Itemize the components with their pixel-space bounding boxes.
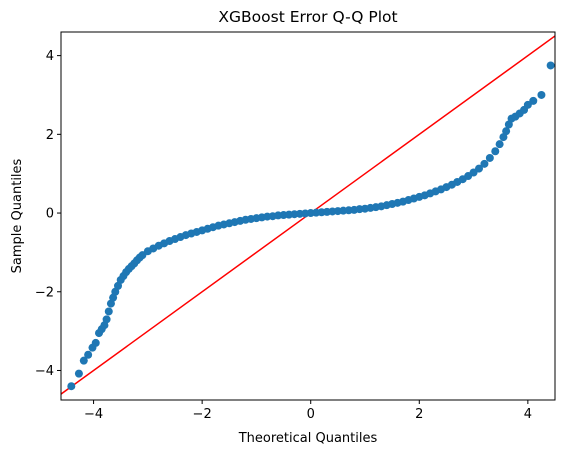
x-tick-label: −4 (84, 407, 103, 422)
data-point (67, 382, 76, 391)
data-point (502, 127, 511, 136)
data-point (485, 153, 494, 162)
y-tick-label: 2 (46, 128, 54, 143)
data-point (74, 369, 83, 378)
data-point (491, 147, 500, 156)
y-tick-label: −4 (35, 364, 54, 379)
data-point (495, 140, 504, 149)
y-tick-label: 4 (46, 49, 54, 64)
x-axis-label: Theoretical Quantiles (238, 431, 378, 446)
y-tick-label: 0 (46, 207, 54, 222)
data-point (102, 315, 111, 324)
x-tick-label: 2 (415, 407, 423, 422)
x-tick-label: 0 (307, 407, 315, 422)
data-point (91, 338, 100, 347)
y-tick-label: −2 (35, 285, 54, 300)
data-point (104, 307, 113, 316)
data-point (84, 350, 93, 359)
y-axis-label: Sample Quantiles (10, 158, 25, 273)
data-point (537, 90, 546, 99)
chart-title: XGBoost Error Q-Q Plot (218, 8, 397, 26)
data-point (529, 96, 538, 105)
data-point (79, 356, 88, 365)
data-point (480, 159, 489, 168)
x-tick-label: −2 (193, 407, 212, 422)
plot-frame (60, 31, 556, 401)
data-point (475, 164, 483, 173)
x-tick-label: 4 (524, 407, 532, 422)
data-point (546, 61, 555, 70)
